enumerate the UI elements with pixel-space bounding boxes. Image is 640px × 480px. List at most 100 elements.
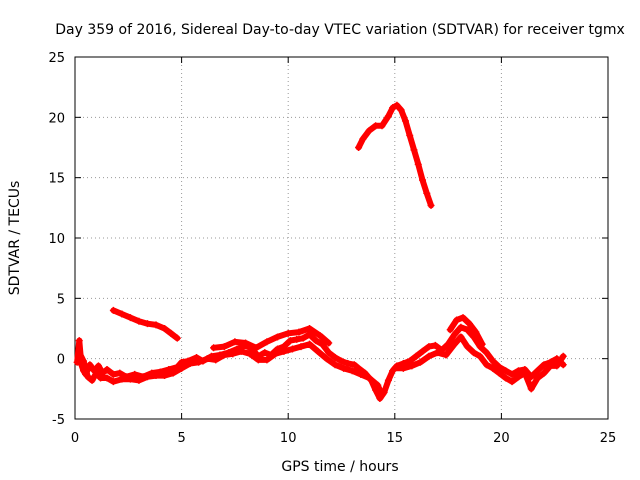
series-segment-e [446,314,486,348]
data-point [502,367,510,375]
data-point [414,160,422,168]
y-tick-label: 0 [57,353,65,368]
data-point [472,328,480,336]
data-point [427,201,435,209]
data-point [482,361,490,369]
data-point [103,374,111,382]
data-point [478,340,486,348]
data-point [463,326,471,334]
data-point [126,375,134,383]
data-point [135,376,143,384]
data-point [359,135,367,143]
data-point [331,353,339,361]
data-point [514,367,522,375]
data-point [450,340,458,348]
data-point [331,361,339,369]
data-point [378,391,386,399]
data-point [384,112,392,120]
data-point [559,352,567,360]
data-point [80,357,88,365]
chart-title: Day 359 of 2016, Sidereal Day-to-day VTE… [55,22,625,38]
data-point [338,357,345,365]
data-point [384,376,392,384]
data-point [286,337,294,345]
data-point [508,370,516,378]
data-point [397,106,405,114]
data-point [482,349,490,357]
data-point [143,373,151,381]
series-segment-f [109,306,181,342]
data-point [261,349,269,357]
data-point [203,355,211,363]
data-point [433,349,441,357]
data-point [88,376,96,384]
data-point [410,146,418,154]
data-point [453,316,461,324]
data-point [306,340,314,348]
data-point [135,317,143,325]
data-point [521,369,529,377]
data-point [220,351,228,359]
data-point [195,358,203,366]
data-point [109,306,117,314]
data-point [274,333,282,341]
data-point [425,343,433,351]
data-point [534,367,542,375]
data-point [357,370,365,378]
data-point [263,356,271,364]
data-point [365,374,373,382]
data-point [75,337,83,345]
data-point [75,349,83,357]
data-point [263,338,271,346]
series-segment-b [75,340,386,399]
series-trace [76,341,385,398]
data-point [118,310,126,318]
data-point [271,350,279,358]
data-point [284,329,292,337]
data-point [97,374,105,382]
data-point [295,328,303,336]
data-point [92,369,100,377]
data-point [553,362,561,370]
y-tick-label: -5 [52,413,65,428]
data-point [297,343,305,351]
data-point [540,361,548,369]
data-point [416,358,424,366]
data-point [103,366,111,374]
series-segment-g [355,101,435,209]
data-point [546,362,554,370]
data-point [325,349,333,357]
data-point [446,326,454,334]
data-point [401,117,409,125]
y-tick-label: 20 [48,111,65,126]
data-point [365,127,373,135]
data-point [476,352,484,360]
data-point [118,375,126,383]
data-series [73,101,567,402]
data-point [470,349,478,357]
y-tick-label: 10 [48,232,65,247]
data-point [316,332,324,340]
data-point [280,347,288,355]
data-point [152,321,160,329]
data-point [431,341,439,349]
data-point [459,314,467,322]
y-tick-label: 15 [48,172,65,187]
data-point [408,362,416,370]
data-point [527,385,535,393]
data-point [508,378,516,386]
series-segment-a [73,323,567,402]
axis-ticks: 0 5 10 15 20 25 -5 0 5 10 15 20 25 [48,51,616,446]
data-point [126,314,134,322]
data-point [318,340,326,348]
data-point [109,370,117,378]
x-tick-label: 25 [600,431,617,446]
data-point [540,369,548,377]
data-point [212,356,220,364]
data-point [178,358,186,366]
data-point [425,352,433,360]
series-segment-d [210,325,333,352]
data-point [84,373,92,381]
data-point [323,355,331,363]
data-point [325,339,333,347]
